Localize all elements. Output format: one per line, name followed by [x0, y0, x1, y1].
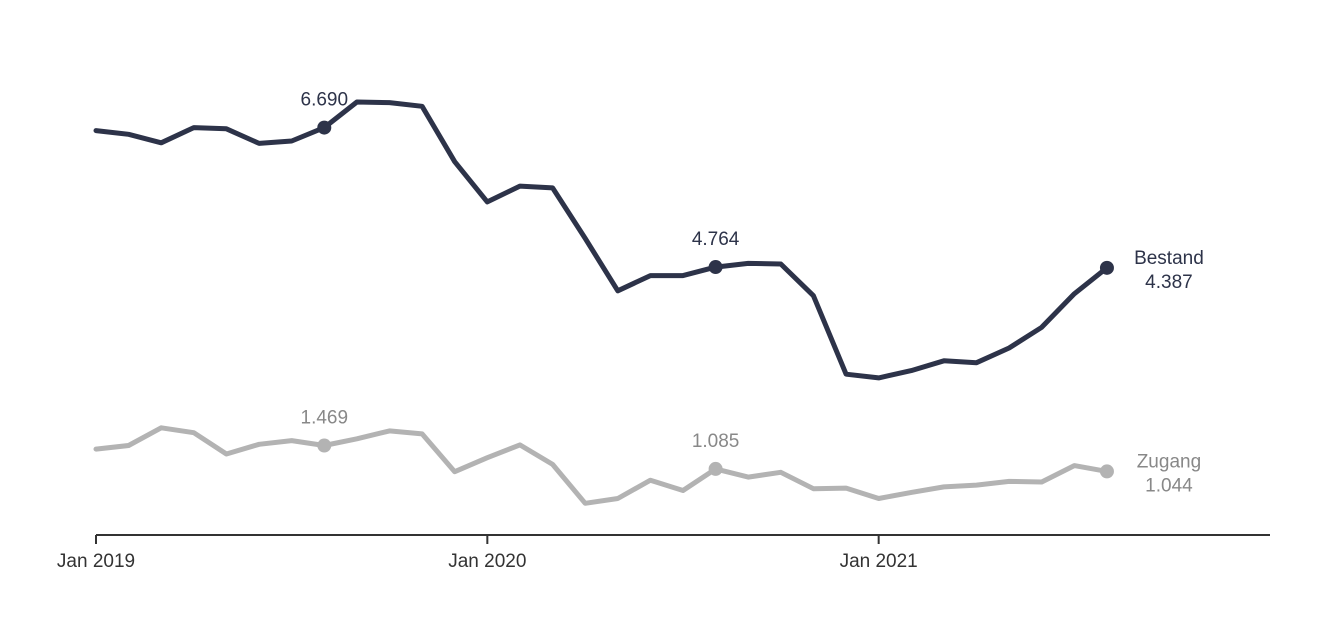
- series-line-zugang: [93, 425, 1110, 506]
- data-labels: 6.690 4.764 Bestand 4.387 1.469 1.085 Zugang 1.…: [301, 90, 1204, 497]
- x-tick-label: Jan 2020: [448, 551, 526, 572]
- series-name-label-bestand: Bestand: [1134, 248, 1204, 269]
- end-point-bestand: [1099, 260, 1114, 275]
- x-tick-label: Jan 2021: [840, 551, 918, 572]
- x-tick-label: Jan 2019: [57, 551, 135, 572]
- data-point-zugang: [708, 461, 723, 476]
- data-point-bestand: [317, 120, 332, 135]
- data-label-bestand: 6.690: [301, 90, 349, 111]
- data-label-zugang: 1.469: [301, 408, 349, 429]
- series-line-bestand: [93, 99, 1110, 381]
- series-layer: [93, 99, 1110, 506]
- data-point-bestand: [708, 260, 723, 275]
- data-label-zugang: 1.085: [692, 431, 740, 452]
- series-name-label-zugang: Zugang: [1137, 451, 1201, 472]
- end-point-zugang: [1099, 464, 1114, 479]
- series-end-value-zugang: 1.044: [1145, 475, 1193, 496]
- x-axis-ticks: Jan 2019 Jan 2020 Jan 2021: [57, 535, 918, 572]
- data-label-bestand: 4.764: [692, 229, 740, 250]
- data-point-zugang: [317, 438, 332, 453]
- series-end-value-bestand: 4.387: [1145, 272, 1193, 293]
